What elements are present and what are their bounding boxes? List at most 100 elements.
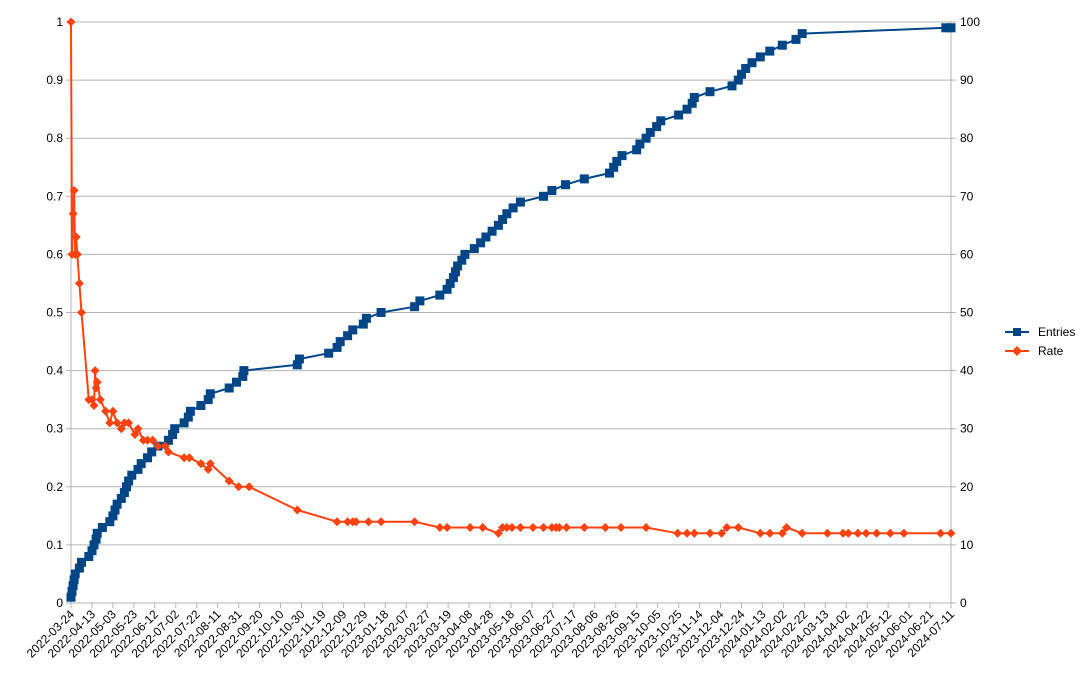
entries-point: [498, 215, 508, 224]
left-tick-label: 0.4: [46, 364, 63, 378]
entries-point: [224, 383, 234, 393]
rate-point: [71, 232, 81, 242]
rate-point: [143, 435, 152, 445]
entries-point: [687, 98, 697, 108]
right-tick-label: 70: [960, 189, 974, 203]
entries-point: [163, 435, 173, 445]
entries-point: [946, 23, 956, 33]
rate-point: [717, 528, 727, 538]
entries-point: [448, 273, 458, 283]
rate-point: [843, 528, 853, 538]
rate-point: [838, 528, 848, 538]
entries-point: [737, 69, 746, 79]
entries-point: [348, 325, 358, 335]
rate-point: [179, 453, 189, 463]
rate-point: [616, 523, 626, 532]
left-tick-label: 0.9: [46, 73, 63, 87]
entries-point: [705, 87, 715, 97]
rate-point: [66, 17, 76, 27]
entries-point: [105, 517, 115, 527]
entries-point: [765, 46, 775, 56]
rate-point: [292, 505, 302, 515]
entries-point: [294, 354, 304, 364]
rate-point: [205, 459, 215, 469]
entries-point: [127, 470, 137, 480]
rate-point: [705, 528, 715, 538]
entries-point: [410, 302, 420, 312]
rate-point: [72, 249, 82, 259]
entries-point: [332, 342, 342, 352]
rate-point: [69, 186, 79, 195]
rate-point: [343, 517, 353, 527]
left-tick-label: 0.8: [46, 131, 63, 145]
rate-point: [153, 441, 163, 451]
entries-point: [609, 162, 619, 172]
rate-point: [184, 453, 194, 463]
rate-point: [376, 517, 386, 527]
entries-point: [97, 523, 107, 532]
rate-point: [92, 377, 102, 387]
rate-point: [112, 418, 122, 428]
rate-point: [515, 523, 525, 532]
rate-point: [74, 278, 84, 288]
entries-point: [493, 220, 503, 230]
rate-point: [782, 523, 791, 532]
rate-point: [493, 528, 503, 538]
entries-point: [645, 127, 655, 137]
entries-point: [74, 563, 84, 573]
rate-point: [351, 517, 361, 527]
rate-point: [733, 523, 743, 532]
rate-point: [822, 528, 832, 538]
left-tick-label: 0.5: [46, 306, 63, 320]
rate-point: [90, 366, 100, 376]
rate-point: [755, 528, 765, 538]
entries-point: [476, 238, 486, 248]
entries-point: [84, 552, 94, 561]
entries-point: [70, 569, 80, 579]
rate-point: [89, 401, 99, 410]
rate-point: [196, 459, 206, 469]
rate-point: [244, 482, 254, 492]
left-axis-ticks: 0 0.1 0.2 0.3 0.4 0.5 0.6 0.7 0.8 0.9 1: [46, 15, 63, 610]
entries-point: [682, 104, 692, 114]
entries-point: [376, 308, 386, 317]
entries-point: [68, 581, 78, 591]
rate-point: [539, 523, 548, 532]
entries-point: [170, 424, 180, 434]
entries-point: [797, 29, 807, 39]
left-tick-label: 0.6: [46, 247, 63, 261]
entries-point: [203, 395, 213, 405]
left-tick-label: 1: [56, 15, 63, 29]
entries-point: [239, 366, 249, 376]
entries-point: [755, 52, 765, 62]
rate-point: [442, 523, 452, 532]
rate-point: [682, 528, 692, 538]
rate-point: [435, 523, 445, 532]
right-tick-label: 80: [960, 131, 974, 145]
right-tick-label: 0: [960, 596, 967, 610]
rate-point: [885, 528, 895, 538]
entries-point: [205, 389, 215, 399]
right-tick-label: 50: [960, 306, 974, 320]
left-tick-label: 0: [56, 596, 63, 610]
entries-point: [179, 418, 189, 428]
left-tick-label: 0.3: [46, 422, 63, 436]
rate-point: [108, 406, 118, 416]
legend-entries-marker: [1013, 328, 1021, 336]
left-tick-label: 0.1: [46, 538, 63, 552]
rate-point: [91, 383, 101, 393]
entries-point: [617, 151, 627, 161]
entries-point: [457, 255, 467, 265]
rate-point: [502, 523, 512, 532]
rate-point: [777, 528, 787, 538]
entries-point: [116, 493, 126, 503]
right-tick-label: 20: [960, 480, 974, 494]
rate-point: [410, 517, 420, 527]
left-tick-label: 0.7: [46, 189, 63, 203]
rate-point: [234, 482, 244, 492]
rate-point: [364, 517, 373, 527]
entries-point: [777, 40, 787, 50]
rate-point: [507, 523, 517, 532]
entries-point: [515, 197, 525, 207]
entries-point: [652, 122, 662, 132]
